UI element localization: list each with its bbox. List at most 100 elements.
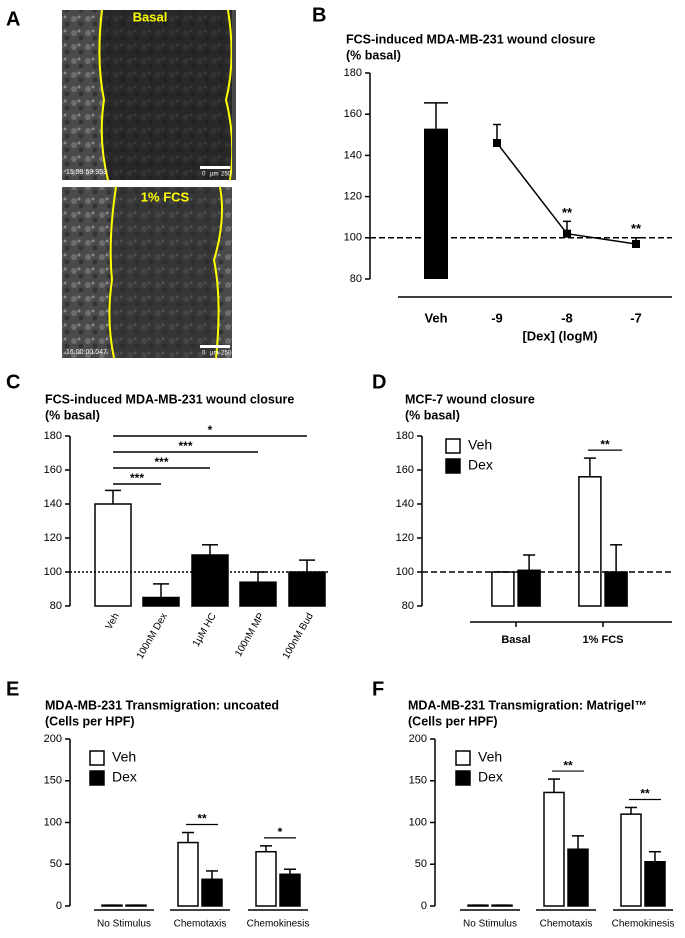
x-tick-label: Chemotaxis bbox=[174, 919, 227, 930]
error-bar bbox=[202, 544, 218, 555]
x-tick-label: Chemokinesis bbox=[612, 919, 675, 930]
y-tick-label: 100 bbox=[396, 566, 414, 578]
legend-label: Dex bbox=[468, 457, 493, 473]
bar bbox=[94, 503, 132, 607]
bar bbox=[191, 554, 229, 607]
x-tick-label: -8 bbox=[561, 310, 573, 325]
point bbox=[563, 229, 571, 238]
legend-label: Dex bbox=[478, 769, 503, 785]
y-tick-label: 140 bbox=[344, 149, 362, 161]
significance: ** bbox=[563, 758, 573, 772]
scale-end: 250 bbox=[221, 172, 232, 178]
legend-label: Dex bbox=[112, 769, 137, 785]
bar bbox=[604, 571, 628, 607]
y-tick-label: 160 bbox=[396, 464, 414, 476]
error-bar bbox=[610, 544, 623, 572]
scale-unit: µm bbox=[210, 172, 218, 178]
x-tick-label: 100nM MP bbox=[233, 611, 267, 659]
x-tick-label: Chemokinesis bbox=[247, 919, 310, 930]
error-bar bbox=[260, 845, 272, 852]
chart-subtitle: (% basal) bbox=[346, 48, 401, 62]
error-bar bbox=[182, 831, 194, 843]
x-tick-label: No Stimulus bbox=[463, 919, 517, 930]
timestamp: 16:00:00.047 bbox=[66, 349, 107, 356]
y-tick-label: 140 bbox=[396, 498, 414, 510]
x-tick-label: No Stimulus bbox=[97, 919, 151, 930]
error-bar bbox=[105, 489, 121, 504]
bar bbox=[201, 878, 223, 907]
y-tick-label: 0 bbox=[421, 900, 427, 912]
bar bbox=[467, 904, 489, 907]
significance: *** bbox=[130, 471, 144, 485]
y-tick-label: 120 bbox=[344, 191, 362, 203]
chart-subtitle: (% basal) bbox=[405, 408, 460, 422]
bar bbox=[255, 850, 277, 907]
y-tick-label: 160 bbox=[44, 464, 62, 476]
significance: ** bbox=[600, 437, 610, 451]
y-tick-label: 120 bbox=[396, 532, 414, 544]
chart-subtitle: (Cells per HPF) bbox=[45, 714, 135, 728]
bar bbox=[567, 848, 589, 907]
x-tick-label: Veh bbox=[424, 310, 447, 325]
micrograph: Basal 15:59:59.953 0 µm 250 bbox=[62, 9, 236, 181]
legend-swatch bbox=[89, 750, 105, 766]
error-bar bbox=[250, 571, 266, 583]
significance: ** bbox=[631, 221, 642, 236]
y-tick-label: 100 bbox=[44, 816, 62, 828]
y-tick-label: 140 bbox=[44, 498, 62, 510]
error-bar bbox=[523, 554, 536, 571]
point bbox=[632, 239, 640, 248]
panel-letter: A bbox=[6, 8, 20, 30]
y-tick-label: 120 bbox=[44, 532, 62, 544]
bar bbox=[142, 596, 180, 607]
x-tick-label: 1µM HC bbox=[191, 611, 219, 648]
bar bbox=[177, 841, 199, 907]
bar bbox=[578, 476, 602, 607]
y-tick-label: 100 bbox=[344, 232, 362, 244]
y-tick-label: 80 bbox=[402, 600, 414, 612]
bar bbox=[288, 571, 326, 607]
panel-letter: F bbox=[372, 678, 384, 700]
y-tick-label: 0 bbox=[56, 900, 62, 912]
error-bar bbox=[548, 778, 560, 793]
chart-subtitle: (Cells per HPF) bbox=[408, 714, 498, 728]
bar bbox=[491, 571, 515, 607]
y-tick-label: 180 bbox=[44, 430, 62, 442]
significance: ** bbox=[197, 812, 207, 826]
x-tick-label: -9 bbox=[491, 310, 503, 325]
panel-letter: E bbox=[6, 678, 19, 700]
y-tick-label: 180 bbox=[396, 430, 414, 442]
y-tick-label: 50 bbox=[50, 858, 62, 870]
x-tick-label: 100nM Bud bbox=[281, 611, 316, 661]
chart-subtitle: (% basal) bbox=[45, 408, 100, 422]
legend-swatch bbox=[445, 438, 461, 454]
bar bbox=[517, 569, 541, 607]
legend-label: Veh bbox=[478, 749, 502, 765]
error-bar bbox=[299, 559, 315, 572]
chart-title: MDA-MB-231 Transmigration: uncoated bbox=[45, 698, 279, 712]
y-tick-label: 200 bbox=[409, 733, 427, 745]
scale-start: 0 bbox=[202, 351, 206, 357]
legend-label: Veh bbox=[468, 437, 492, 453]
y-tick-label: 100 bbox=[409, 816, 427, 828]
bar bbox=[424, 128, 448, 279]
y-tick-label: 80 bbox=[50, 600, 62, 612]
panel-letter: B bbox=[312, 4, 326, 26]
bar bbox=[620, 813, 642, 907]
panel-letter: C bbox=[6, 371, 20, 393]
bar bbox=[101, 904, 123, 907]
scale-unit: µm bbox=[210, 351, 218, 357]
error-bar bbox=[649, 850, 661, 862]
y-tick-label: 150 bbox=[44, 775, 62, 787]
bar bbox=[239, 581, 277, 607]
bar bbox=[125, 904, 147, 907]
x-axis-label: [Dex] (logM) bbox=[522, 328, 597, 343]
y-tick-label: 180 bbox=[344, 67, 362, 79]
error-bar bbox=[625, 806, 637, 815]
panel-letter: D bbox=[372, 371, 386, 393]
bar bbox=[279, 873, 301, 907]
chart-title: FCS-induced MDA-MB-231 wound closure bbox=[346, 32, 595, 46]
image-label: Basal bbox=[133, 9, 168, 24]
legend-label: Veh bbox=[112, 749, 136, 765]
